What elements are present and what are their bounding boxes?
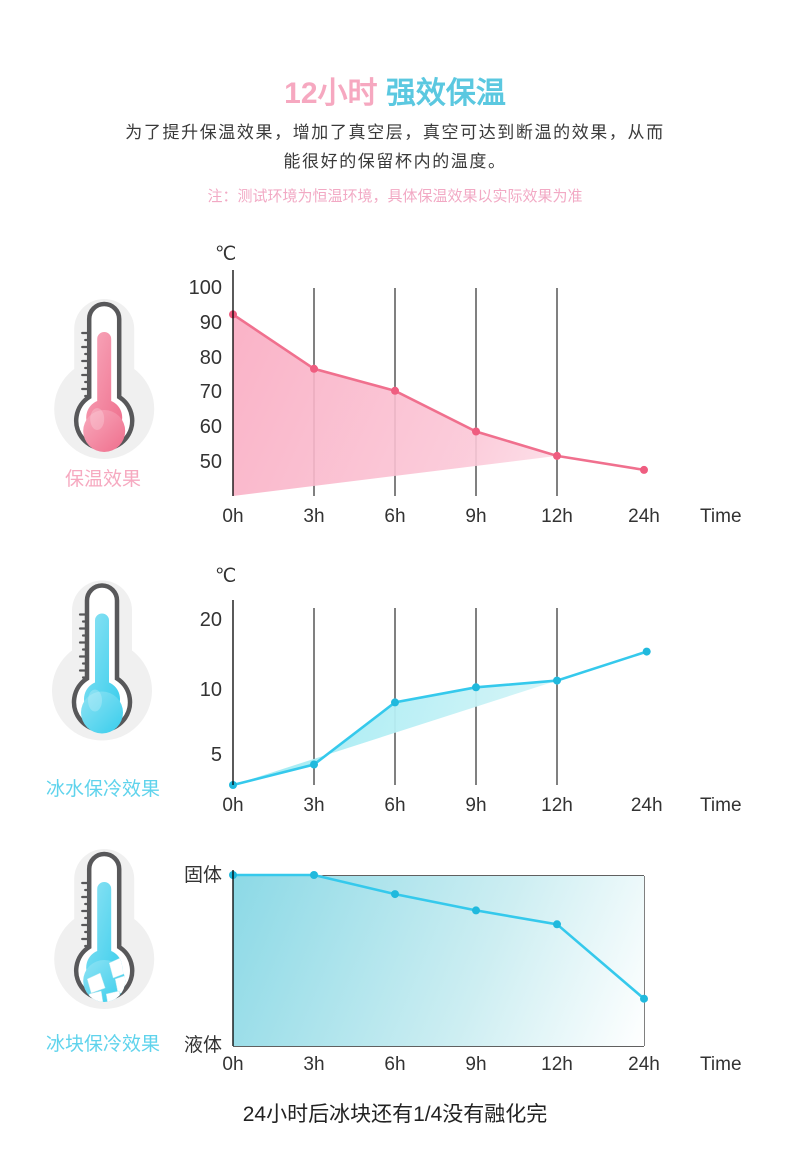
svg-text:9h: 9h xyxy=(465,506,486,527)
svg-text:24h: 24h xyxy=(628,1054,660,1075)
svg-text:3h: 3h xyxy=(303,506,324,527)
svg-text:12h: 12h xyxy=(541,1054,573,1075)
svg-text:0h: 0h xyxy=(222,1054,243,1075)
svg-text:6h: 6h xyxy=(384,795,405,816)
svg-text:Time: Time xyxy=(700,795,742,816)
svg-text:60: 60 xyxy=(200,416,222,438)
svg-text:3h: 3h xyxy=(303,795,324,816)
svg-text:24h: 24h xyxy=(631,795,663,816)
svg-text:6h: 6h xyxy=(384,506,405,527)
svg-text:0h: 0h xyxy=(222,506,243,527)
svg-text:70: 70 xyxy=(200,381,222,403)
svg-text:固体: 固体 xyxy=(184,864,222,886)
svg-text:9h: 9h xyxy=(465,795,486,816)
svg-text:6h: 6h xyxy=(384,1054,405,1075)
svg-text:3h: 3h xyxy=(303,1054,324,1075)
svg-text:100: 100 xyxy=(189,277,222,299)
svg-text:液体: 液体 xyxy=(184,1034,222,1056)
svg-text:10: 10 xyxy=(200,679,222,701)
svg-text:12h: 12h xyxy=(541,506,573,527)
svg-text:Time: Time xyxy=(700,506,742,527)
svg-text:保温效果: 保温效果 xyxy=(65,468,141,490)
svg-text:80: 80 xyxy=(200,347,222,369)
svg-text:℃: ℃ xyxy=(215,244,236,265)
svg-text:0h: 0h xyxy=(222,795,243,816)
svg-text:冰块保冷效果: 冰块保冷效果 xyxy=(46,1033,160,1055)
svg-text:5: 5 xyxy=(211,744,222,766)
svg-text:12h: 12h xyxy=(541,795,573,816)
svg-text:24h: 24h xyxy=(628,506,660,527)
svg-text:冰水保冷效果: 冰水保冷效果 xyxy=(46,778,160,800)
svg-text:℃: ℃ xyxy=(215,566,236,587)
svg-text:Time: Time xyxy=(700,1054,742,1075)
svg-text:20: 20 xyxy=(200,609,222,631)
svg-text:9h: 9h xyxy=(465,1054,486,1075)
svg-text:50: 50 xyxy=(200,451,222,473)
svg-text:90: 90 xyxy=(200,312,222,334)
